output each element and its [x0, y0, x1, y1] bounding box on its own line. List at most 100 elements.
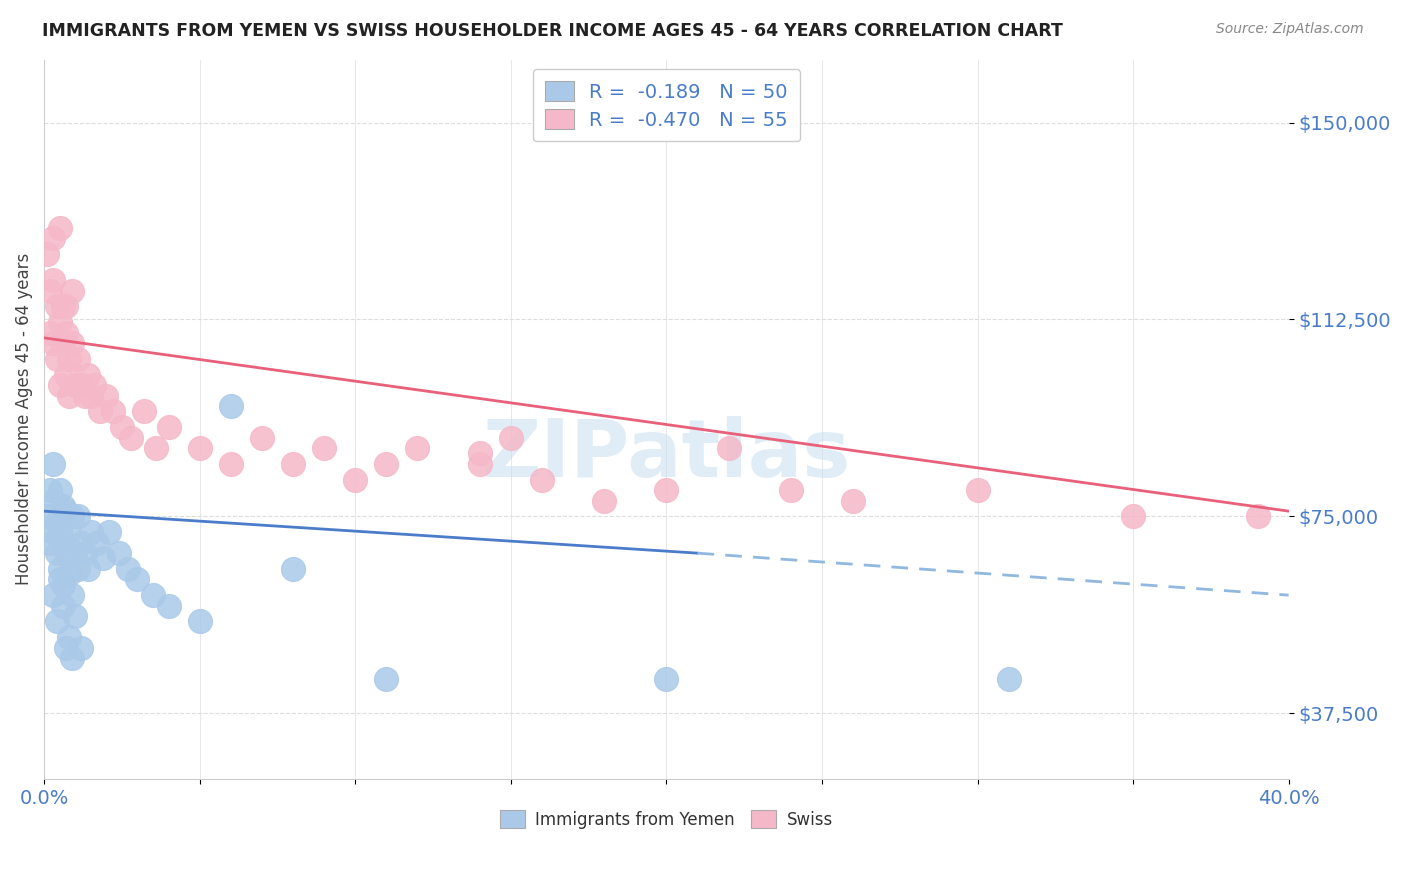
Point: [779, 483, 801, 497]
Point: [344, 473, 367, 487]
Point: [83, 378, 105, 392]
Point: [55, 504, 77, 518]
Point: [188, 615, 211, 629]
Point: [717, 441, 740, 455]
Point: [39, 535, 62, 549]
Point: [60, 336, 83, 351]
Point: [997, 672, 1019, 686]
Point: [375, 457, 398, 471]
Point: [52, 535, 75, 549]
Point: [89, 404, 111, 418]
Point: [60, 651, 83, 665]
Point: [281, 562, 304, 576]
Point: [73, 546, 96, 560]
Point: [52, 299, 75, 313]
Point: [45, 546, 67, 560]
Point: [107, 546, 129, 560]
Point: [65, 546, 87, 560]
Point: [48, 220, 70, 235]
Point: [468, 446, 491, 460]
Point: [80, 525, 103, 540]
Point: [58, 351, 80, 366]
Point: [42, 231, 65, 245]
Text: IMMIGRANTS FROM YEMEN VS SWISS HOUSEHOLDER INCOME AGES 45 - 64 YEARS CORRELATION: IMMIGRANTS FROM YEMEN VS SWISS HOUSEHOLD…: [42, 22, 1063, 40]
Point: [219, 399, 242, 413]
Point: [55, 640, 77, 655]
Point: [406, 441, 429, 455]
Point: [219, 457, 242, 471]
Point: [55, 546, 77, 560]
Point: [67, 351, 90, 366]
Point: [80, 389, 103, 403]
Point: [70, 640, 93, 655]
Point: [91, 551, 114, 566]
Point: [48, 378, 70, 392]
Point: [145, 441, 167, 455]
Point: [52, 336, 75, 351]
Point: [65, 609, 87, 624]
Point: [48, 573, 70, 587]
Point: [1246, 509, 1268, 524]
Text: Source: ZipAtlas.com: Source: ZipAtlas.com: [1216, 22, 1364, 37]
Point: [73, 389, 96, 403]
Point: [111, 420, 134, 434]
Point: [76, 368, 98, 382]
Point: [655, 483, 678, 497]
Point: [37, 247, 59, 261]
Point: [37, 509, 59, 524]
Point: [48, 483, 70, 497]
Point: [142, 588, 165, 602]
Point: [842, 493, 865, 508]
Point: [39, 483, 62, 497]
Point: [96, 389, 118, 403]
Point: [966, 483, 988, 497]
Point: [70, 535, 93, 549]
Point: [250, 431, 273, 445]
Point: [76, 562, 98, 576]
Point: [1122, 509, 1144, 524]
Point: [39, 326, 62, 340]
Point: [58, 525, 80, 540]
Point: [52, 577, 75, 591]
Point: [655, 672, 678, 686]
Point: [98, 525, 121, 540]
Point: [314, 441, 336, 455]
Point: [499, 431, 522, 445]
Point: [67, 509, 90, 524]
Point: [70, 378, 93, 392]
Point: [39, 284, 62, 298]
Point: [48, 315, 70, 329]
Point: [45, 351, 67, 366]
Point: [101, 404, 124, 418]
Point: [157, 420, 180, 434]
Point: [42, 273, 65, 287]
Point: [42, 457, 65, 471]
Point: [127, 573, 149, 587]
Point: [65, 378, 87, 392]
Point: [45, 299, 67, 313]
Point: [60, 509, 83, 524]
Point: [45, 615, 67, 629]
Point: [157, 599, 180, 613]
Point: [42, 336, 65, 351]
Point: [117, 562, 139, 576]
Point: [42, 588, 65, 602]
Point: [42, 493, 65, 508]
Text: ZIPatlas: ZIPatlas: [482, 417, 851, 494]
Point: [52, 599, 75, 613]
Point: [55, 299, 77, 313]
Point: [58, 389, 80, 403]
Point: [58, 567, 80, 582]
Point: [281, 457, 304, 471]
Point: [60, 588, 83, 602]
Point: [55, 368, 77, 382]
Point: [86, 535, 108, 549]
Point: [188, 441, 211, 455]
Point: [42, 525, 65, 540]
Point: [468, 457, 491, 471]
Y-axis label: Householder Income Ages 45 - 64 years: Householder Income Ages 45 - 64 years: [15, 253, 32, 585]
Point: [48, 562, 70, 576]
Point: [58, 630, 80, 644]
Point: [45, 515, 67, 529]
Point: [52, 499, 75, 513]
